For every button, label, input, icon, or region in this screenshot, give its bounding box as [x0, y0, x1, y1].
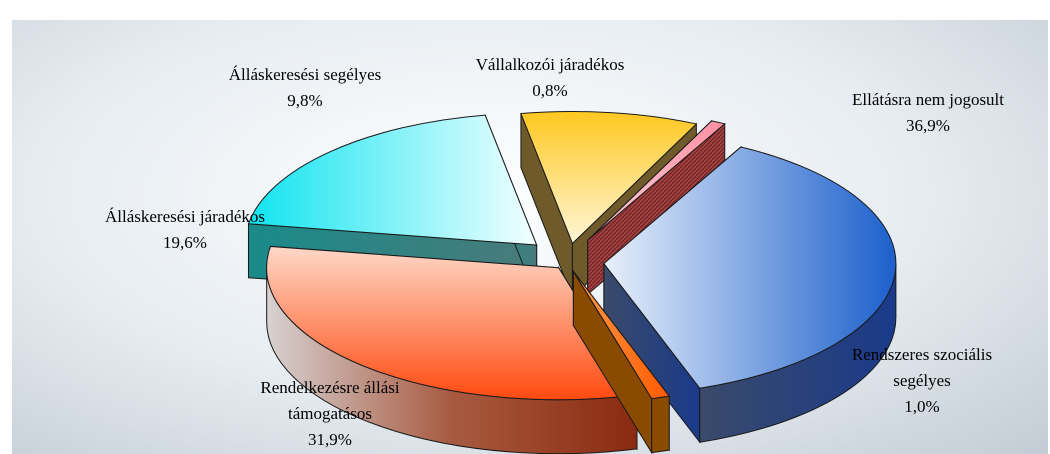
pie-slice [603, 145, 897, 444]
pie-slice [572, 269, 671, 454]
slice-category-label: Álláskeresési segélyes [229, 65, 381, 84]
slice-label: Rendszeres szociális segélyes 1,0% [852, 345, 992, 416]
pie-slice-top [572, 271, 671, 400]
slice-label: Ellátásra nem jogosult 36,9% [852, 90, 1004, 135]
slice-value-label: 1,0% [904, 397, 939, 416]
slice-category-label: Rendszeres szociális [852, 345, 992, 364]
pie-slice-top [520, 110, 698, 245]
slice-value-label: 36,9% [906, 116, 950, 135]
pie-slice-top [247, 114, 538, 246]
pie-slices [247, 110, 897, 454]
slice-label: Álláskeresési segélyes 9,8% [229, 65, 381, 110]
pie-slice-top [266, 245, 638, 401]
slice-value-label: 19,6% [163, 233, 207, 252]
slice-label: Rendelkezésre állási támogatásos 31,9% [260, 378, 400, 449]
slice-category-label: Rendelkezésre állási [260, 378, 400, 397]
slice-category-label: Ellátásra nem jogosult [852, 90, 1004, 109]
pie-slice-rim [651, 395, 670, 454]
slice-label: Vállalkozói járadékos 0,8% [476, 55, 625, 100]
slice-category-label: támogatásos [288, 404, 372, 423]
slice-category-label: Álláskeresési járadékos [105, 207, 265, 226]
slice-value-label: 0,8% [532, 81, 567, 100]
slice-category-label: Vállalkozói járadékos [476, 55, 625, 74]
slice-label: Álláskeresési járadékos 19,6% [105, 207, 265, 252]
slice-value-label: 9,8% [287, 91, 322, 110]
pie-slice-top [603, 146, 897, 389]
pie-slice-top [587, 120, 726, 241]
slice-category-label: segélyes [893, 371, 951, 390]
chart-title-strip [0, 0, 1050, 22]
slice-value-label: 31,9% [308, 430, 352, 449]
slice-labels: Ellátásra nem jogosult 36,9% Rendszeres sz… [105, 55, 1004, 449]
